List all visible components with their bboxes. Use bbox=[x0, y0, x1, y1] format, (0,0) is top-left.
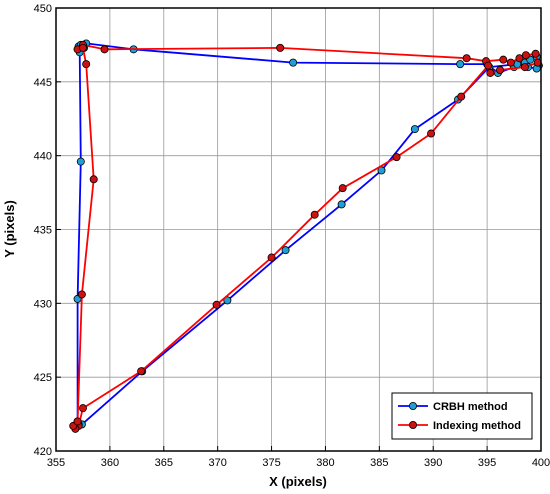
data-point bbox=[484, 61, 493, 70]
data-point bbox=[531, 49, 540, 58]
data-point bbox=[82, 60, 91, 69]
y-tick-label: 445 bbox=[34, 77, 52, 89]
data-point bbox=[462, 54, 471, 63]
y-tick-label: 420 bbox=[34, 446, 52, 458]
data-point bbox=[521, 51, 530, 60]
legend-marker bbox=[408, 420, 417, 429]
x-tick-label: 370 bbox=[208, 457, 226, 469]
data-point bbox=[496, 66, 505, 75]
data-point bbox=[76, 157, 85, 166]
data-point bbox=[212, 300, 221, 309]
data-point bbox=[100, 45, 109, 54]
data-point bbox=[392, 153, 401, 162]
data-point bbox=[506, 58, 515, 67]
legend: CRBH method Indexing method bbox=[391, 392, 533, 440]
x-tick-label: 365 bbox=[155, 457, 173, 469]
data-point bbox=[78, 404, 87, 413]
data-point bbox=[281, 246, 290, 255]
y-tick-label: 425 bbox=[34, 372, 52, 384]
data-point bbox=[73, 417, 82, 426]
series-indexing bbox=[69, 40, 542, 433]
x-tick-label: 375 bbox=[262, 457, 280, 469]
legend-box bbox=[391, 392, 533, 440]
data-point bbox=[515, 54, 524, 63]
x-tick-label: 380 bbox=[316, 457, 334, 469]
data-point bbox=[223, 296, 232, 305]
data-point bbox=[427, 129, 436, 138]
data-point bbox=[457, 92, 466, 101]
data-point bbox=[89, 175, 98, 184]
data-point bbox=[137, 367, 146, 376]
legend-label: Indexing method bbox=[433, 420, 521, 432]
data-point bbox=[410, 125, 419, 134]
y-tick-label: 440 bbox=[34, 151, 52, 163]
legend-marker bbox=[408, 401, 417, 410]
x-tick-label: 360 bbox=[101, 457, 119, 469]
y-axis-title: Y (pixels) bbox=[2, 200, 17, 258]
legend-label: CRBH method bbox=[433, 401, 508, 413]
x-tick-label: 385 bbox=[370, 457, 388, 469]
x-tick-label: 355 bbox=[47, 457, 65, 469]
y-tick-label: 430 bbox=[34, 298, 52, 310]
x-tick-label: 390 bbox=[424, 457, 442, 469]
data-point bbox=[520, 63, 529, 72]
data-point bbox=[78, 43, 87, 52]
series-layer bbox=[69, 39, 543, 433]
data-point bbox=[289, 58, 298, 67]
x-tick-label: 400 bbox=[532, 457, 550, 469]
y-tick-label: 450 bbox=[34, 3, 52, 15]
y-tick-label: 435 bbox=[34, 225, 52, 237]
x-axis-title: X (pixels) bbox=[269, 474, 327, 489]
data-point bbox=[456, 60, 465, 69]
data-point bbox=[77, 290, 86, 299]
data-point bbox=[267, 253, 276, 262]
axis-ticks: 355 360 365 370 375 380 385 390 395 400 420 425 430 4… bbox=[34, 3, 550, 469]
data-point bbox=[338, 184, 347, 193]
data-point bbox=[499, 55, 508, 64]
data-point bbox=[337, 200, 346, 209]
data-point bbox=[310, 210, 319, 219]
data-point bbox=[486, 68, 495, 77]
x-tick-label: 395 bbox=[478, 457, 496, 469]
data-point bbox=[276, 43, 285, 52]
